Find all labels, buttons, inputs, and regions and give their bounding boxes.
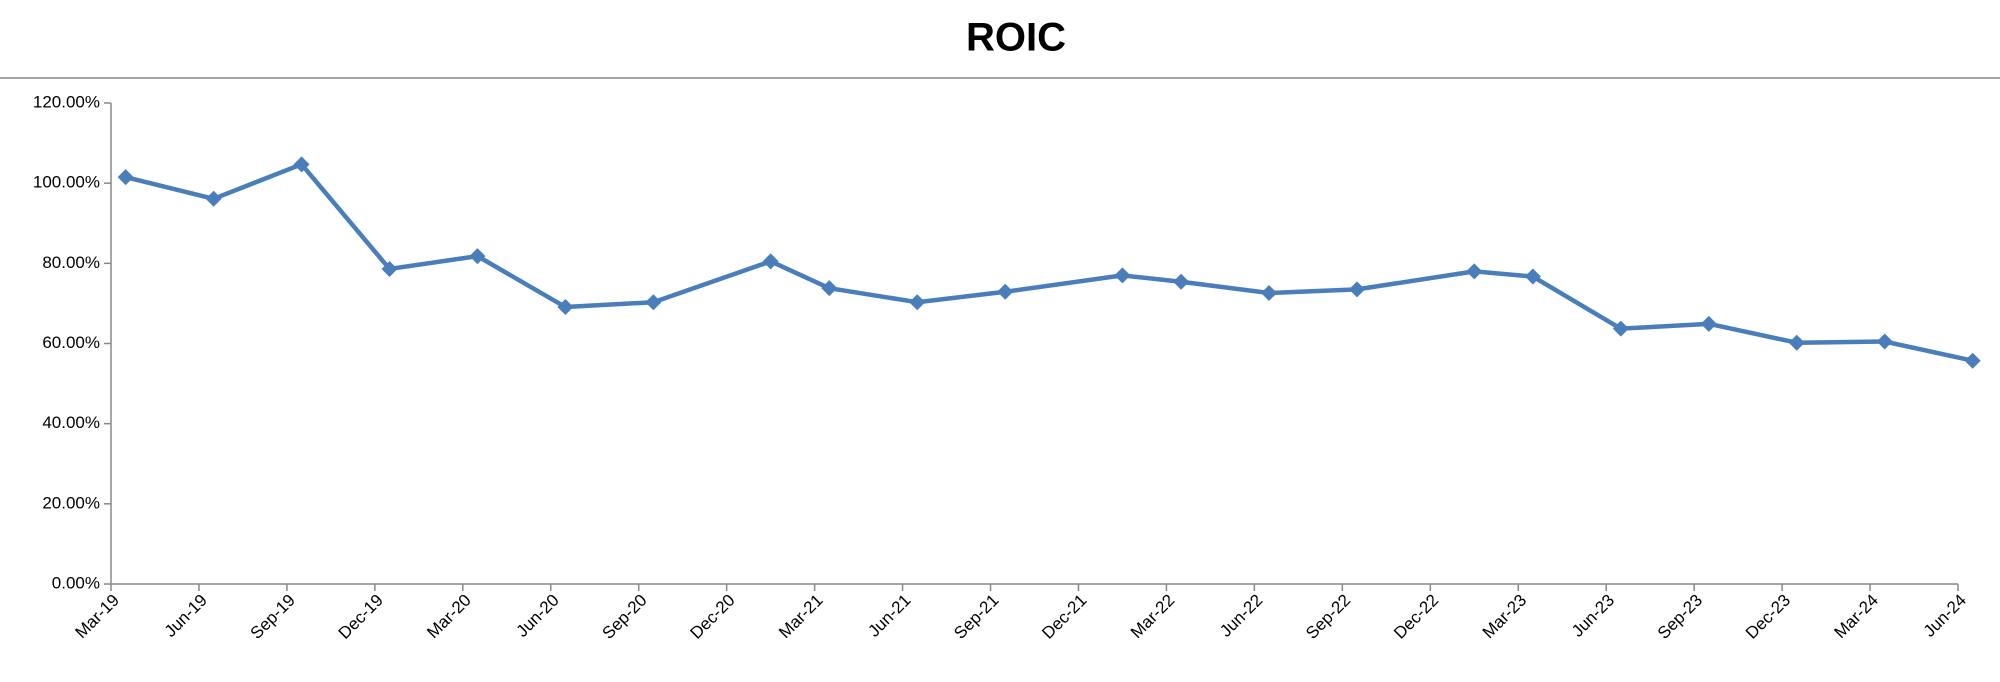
point-marker: [293, 156, 310, 173]
point-marker: [469, 248, 486, 265]
point-marker: [1788, 334, 1805, 351]
point-marker: [821, 280, 838, 297]
point-marker: [557, 299, 574, 316]
y-tick-label: 100.00%: [33, 173, 100, 192]
y-tick-label: 40.00%: [42, 413, 100, 432]
point-marker: [1700, 315, 1717, 332]
y-tick-label: 20.00%: [42, 493, 100, 512]
y-tick-label: 120.00%: [33, 92, 100, 111]
y-tick-label: 0.00%: [52, 573, 100, 592]
chart-title: ROIC: [966, 16, 1066, 60]
y-tick-label: 80.00%: [42, 253, 100, 272]
point-marker: [1612, 320, 1629, 337]
point-marker: [1173, 273, 1190, 290]
point-marker: [909, 294, 926, 311]
y-tick-label: 60.00%: [42, 333, 100, 352]
point-marker: [762, 253, 779, 270]
point-marker: [1466, 263, 1483, 280]
point-marker: [381, 260, 398, 277]
point-marker: [1876, 333, 1893, 350]
point-marker: [1261, 284, 1278, 301]
point-marker: [997, 283, 1014, 300]
series-line: [125, 162, 1974, 363]
point-marker: [117, 169, 134, 186]
point-marker: [645, 294, 662, 311]
point-marker: [1524, 268, 1541, 285]
point-marker: [1964, 352, 1981, 369]
point-marker: [1114, 267, 1131, 284]
point-marker: [205, 190, 222, 207]
point-marker: [1348, 281, 1365, 298]
